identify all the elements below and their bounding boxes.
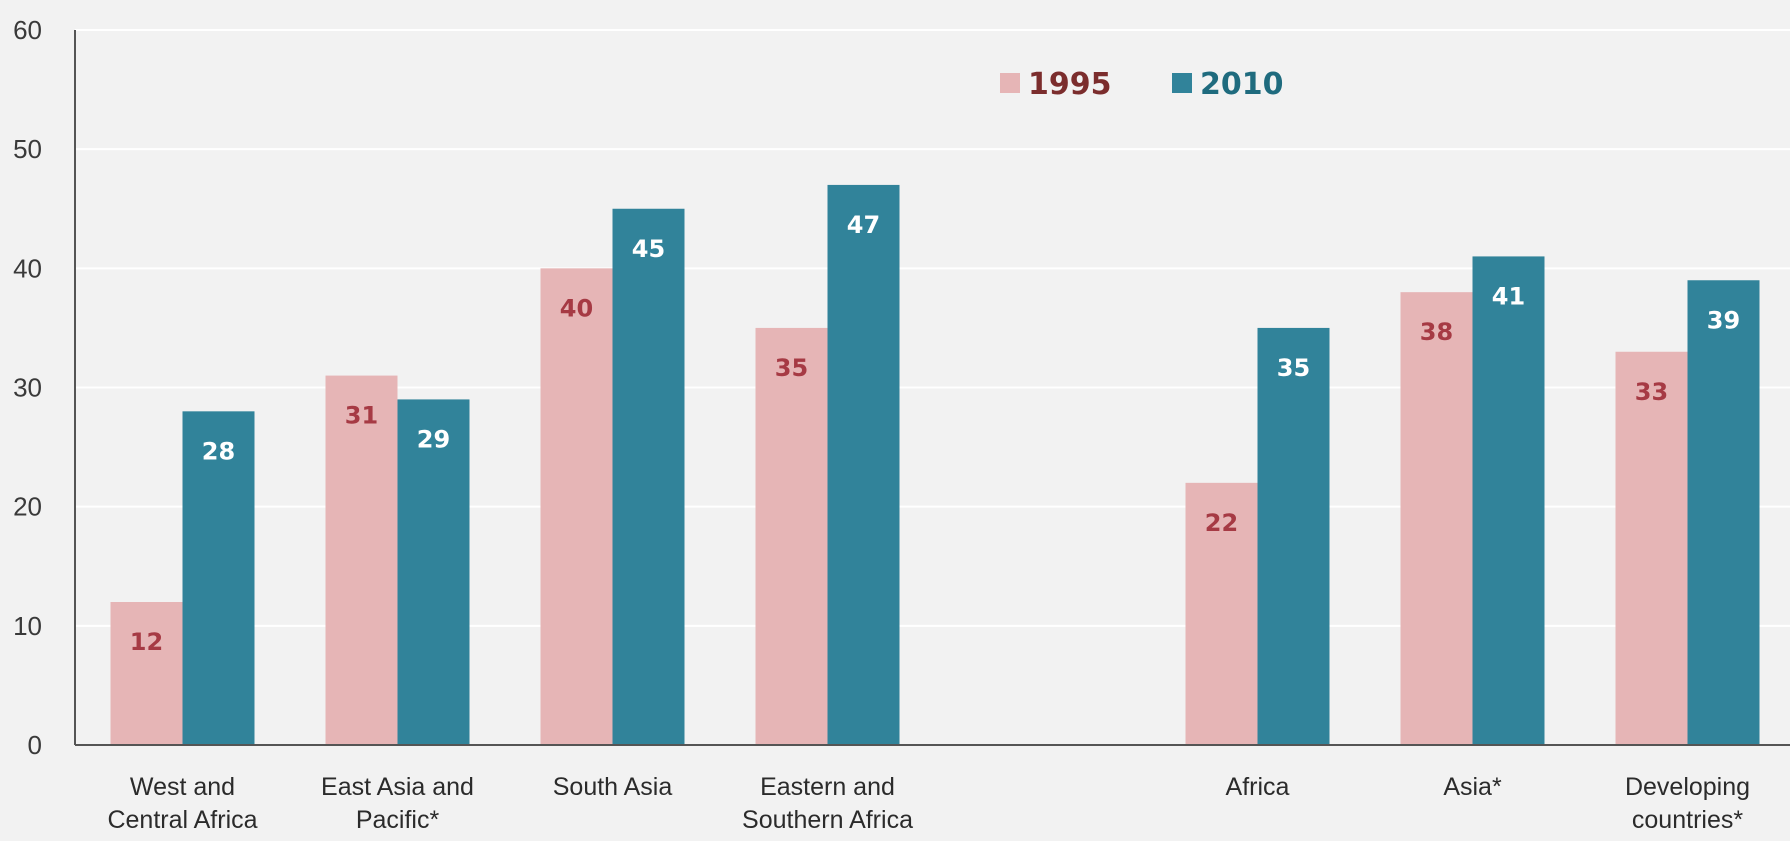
- x-tick-label: Asia*: [1443, 773, 1502, 801]
- y-tick-label: 20: [13, 492, 42, 522]
- bar-2010: [1687, 280, 1760, 745]
- data-label-2010: 41: [1492, 282, 1525, 310]
- bars: [110, 184, 1760, 745]
- bar-2010: [1257, 327, 1330, 745]
- data-label-2010: 35: [1277, 354, 1310, 382]
- legend: 1995 2010: [1000, 67, 1284, 102]
- x-tick-label: Africa: [1226, 773, 1290, 801]
- x-tick-label: West and: [130, 773, 235, 801]
- x-tick-label: Eastern and: [760, 773, 895, 801]
- data-label-1995: 35: [775, 354, 808, 382]
- legend-label-2010: 2010: [1200, 67, 1284, 102]
- data-label-1995: 40: [560, 294, 593, 322]
- y-tick-label: 60: [13, 15, 42, 45]
- x-tick-label: Developing: [1625, 773, 1750, 801]
- bar-1995: [325, 375, 398, 745]
- data-label-2010: 28: [202, 437, 235, 465]
- data-label-2010: 29: [417, 425, 450, 453]
- data-label-1995: 33: [1635, 378, 1668, 406]
- data-label-2010: 45: [632, 235, 665, 263]
- y-tick-label: 40: [13, 253, 42, 283]
- y-tick-label: 50: [13, 134, 42, 164]
- x-tick-label: East Asia and: [321, 773, 474, 801]
- legend-label-1995: 1995: [1028, 67, 1112, 102]
- bar-1995: [1615, 351, 1688, 745]
- x-tick-label: South Asia: [553, 773, 673, 801]
- value-labels: 12 28 31 29 40 45 35 47 22 35 38 41 33 39: [130, 211, 1740, 656]
- legend-swatch-1995: [1000, 73, 1020, 93]
- data-label-1995: 38: [1420, 318, 1453, 346]
- bar-1995: [1185, 482, 1258, 745]
- y-tick-label: 10: [13, 611, 42, 641]
- y-tick-label: 30: [13, 373, 42, 403]
- data-label-1995: 22: [1205, 509, 1238, 537]
- data-label-1995: 31: [345, 402, 378, 430]
- bar-2010: [182, 411, 255, 745]
- bar-1995: [110, 602, 183, 745]
- x-tick-label: Southern Africa: [742, 806, 913, 834]
- bar-2010: [827, 184, 900, 745]
- data-label-2010: 39: [1707, 306, 1740, 334]
- x-tick-label: countries*: [1632, 806, 1743, 834]
- bar-2010: [612, 208, 685, 745]
- x-tick-label: Central Africa: [107, 806, 257, 834]
- bar-1995: [755, 327, 828, 745]
- bar-1995: [1400, 292, 1473, 745]
- bar-1995: [540, 268, 613, 745]
- data-label-2010: 47: [847, 211, 880, 239]
- bar-2010: [397, 399, 470, 745]
- x-tick-label: Pacific*: [356, 806, 440, 834]
- legend-swatch-2010: [1172, 73, 1192, 93]
- y-tick-label: 0: [28, 730, 42, 760]
- bar-2010: [1472, 256, 1545, 745]
- x-axis-labels: West and Central Africa East Asia and Pacif…: [107, 773, 1750, 834]
- axes: [74, 30, 1790, 746]
- data-label-1995: 12: [130, 628, 163, 656]
- y-axis-ticks: 0 10 20 30 40 50 60: [13, 15, 42, 760]
